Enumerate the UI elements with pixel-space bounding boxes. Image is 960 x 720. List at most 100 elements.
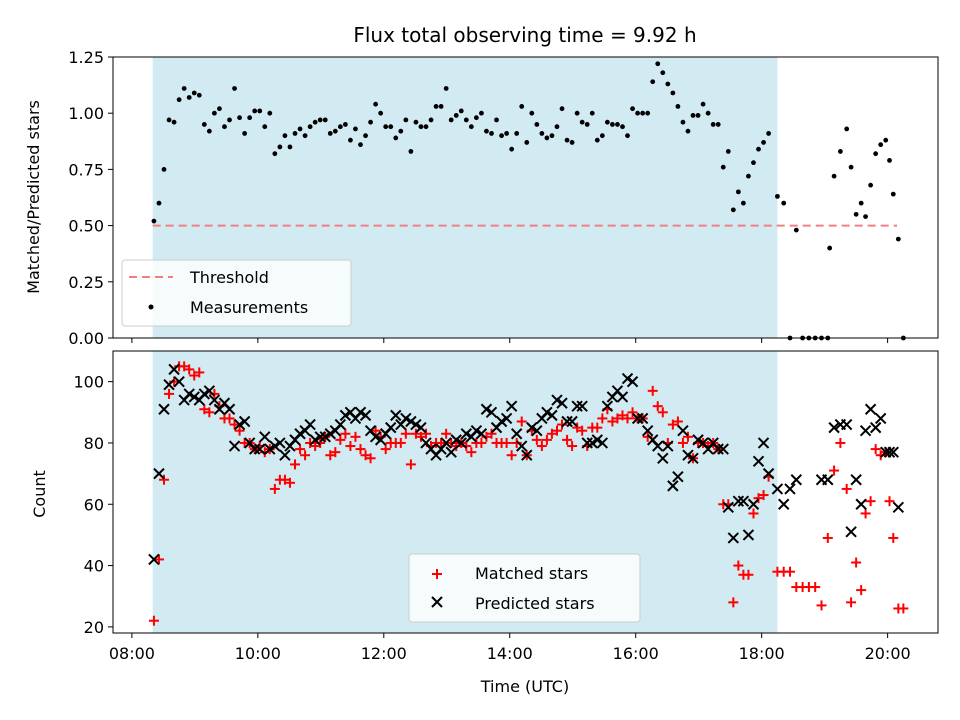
x-tick-label: 12:00 — [361, 644, 407, 663]
matched-star-point — [370, 425, 381, 436]
matched-star-point — [677, 437, 688, 448]
measurement-point — [781, 200, 787, 206]
matched-star-point — [516, 416, 527, 427]
matched-star-point — [405, 459, 416, 470]
measurement-point — [705, 110, 711, 116]
measurement-point — [453, 113, 459, 118]
measurement-point — [191, 90, 197, 96]
measurement-point — [468, 124, 474, 130]
predicted-star-point — [566, 415, 578, 428]
measurement-point — [433, 104, 439, 109]
measurement-point — [448, 117, 454, 123]
matched-star-point — [179, 361, 190, 372]
measurement-point — [267, 110, 273, 116]
predicted-star-point — [591, 434, 604, 446]
matched-stars-points — [148, 361, 909, 626]
measurement-point — [413, 119, 419, 125]
matched-star-point — [284, 477, 295, 488]
matched-star-point — [224, 413, 235, 424]
measurement-point — [514, 131, 520, 136]
predicted-star-point — [495, 415, 508, 428]
predicted-star-point — [874, 412, 887, 425]
measurement-point — [735, 189, 741, 195]
chart-title: Flux total observing time = 9.92 h — [353, 23, 696, 47]
measurement-point — [690, 113, 696, 118]
predicted-star-point — [864, 403, 877, 415]
predicted-star-point — [410, 418, 422, 431]
matched-star-point — [898, 603, 909, 614]
measurement-point — [620, 124, 625, 130]
measurement-point — [761, 140, 766, 145]
measurement-point — [873, 151, 879, 157]
matched-star-point — [415, 431, 426, 442]
measurement-point — [317, 117, 323, 123]
matched-star-point — [164, 388, 175, 399]
measurement-point — [853, 211, 859, 217]
measurement-point — [524, 140, 530, 145]
measurement-point — [650, 79, 656, 85]
predicted-star-point — [304, 418, 316, 431]
predicted-star-point — [314, 431, 326, 443]
measurement-point — [564, 137, 570, 143]
measurement-point — [353, 126, 358, 132]
matched-star-point — [551, 425, 562, 436]
measurement-point — [685, 128, 691, 134]
predicted-star-point — [516, 440, 528, 452]
measurement-point — [827, 245, 833, 251]
matched-star-point — [888, 532, 899, 543]
predicted-star-point — [892, 501, 905, 514]
matched-star-point — [841, 483, 852, 494]
predicted-star-point — [641, 424, 654, 437]
measurement-point — [161, 167, 167, 172]
y-tick-label: 40 — [84, 557, 104, 576]
measurement-point — [868, 182, 874, 188]
matched-star-point — [501, 437, 512, 448]
measurement-point — [242, 131, 248, 136]
matched-star-point — [290, 459, 301, 470]
predicted-star-point — [521, 449, 533, 461]
y-tick-label: 60 — [84, 495, 104, 514]
measurement-point — [635, 110, 640, 116]
predicted-star-point — [274, 437, 286, 449]
measurement-point — [665, 81, 671, 87]
measurement-point — [700, 101, 706, 107]
matched-star-point — [335, 434, 346, 445]
predicted-star-point — [571, 400, 583, 412]
measurement-point — [458, 108, 464, 114]
measurement-point — [438, 104, 444, 109]
measurement-point — [539, 131, 545, 136]
y-tick-label: 0.00 — [68, 329, 104, 348]
measurement-point — [831, 173, 837, 179]
y-tick-label: 100 — [73, 373, 104, 392]
predicted-star-point — [440, 437, 452, 449]
matched-star-point — [810, 582, 821, 593]
measurement-point — [559, 106, 565, 112]
measurement-point — [408, 149, 414, 154]
matched-star-point — [199, 404, 210, 415]
measurement-point — [211, 110, 217, 116]
measurement-point — [594, 137, 600, 143]
measurement-point — [509, 146, 515, 152]
matched-star-point — [728, 597, 739, 608]
predicted-star-point — [324, 428, 336, 440]
measurement-point — [660, 70, 666, 76]
y-tick-label: 0.50 — [68, 217, 104, 236]
y-tick-label: 20 — [84, 618, 104, 637]
matched-star-point — [753, 493, 764, 504]
ratio-x-ticks — [131, 338, 889, 343]
predicted-star-point — [626, 375, 639, 388]
predicted-star-point — [339, 409, 352, 422]
matched-star-point — [607, 416, 618, 427]
predicted-star-point — [747, 498, 760, 510]
ratio-legend-box — [121, 259, 352, 327]
matched-star-point — [184, 364, 195, 375]
measurement-point — [292, 131, 298, 136]
predicted-star-point — [596, 437, 609, 449]
predicted-star-point — [850, 474, 862, 486]
predicted-star-point — [259, 431, 271, 443]
matched-star-point — [733, 560, 744, 571]
matched-star-point — [597, 413, 608, 424]
matched-star-point — [657, 407, 668, 418]
count-x-ticks: 08:00 10:00 12:00 14:00 16:00 18:00 20:00 — [109, 633, 911, 663]
